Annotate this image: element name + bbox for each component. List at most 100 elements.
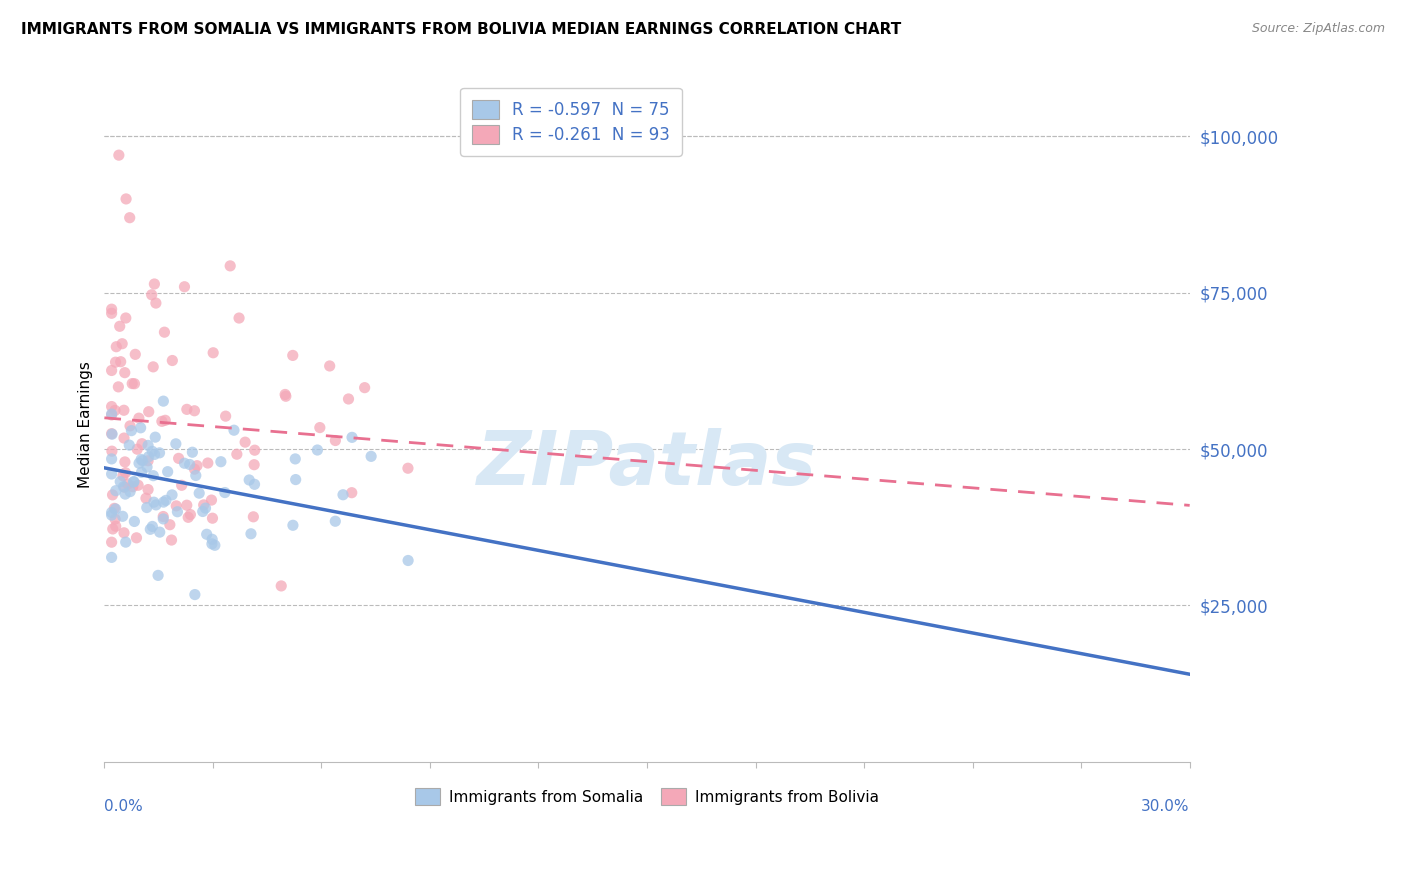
Point <box>103 501 125 516</box>
Point <box>188 486 211 500</box>
Point <box>129 452 152 467</box>
Point <box>183 462 205 476</box>
Point <box>122 475 145 489</box>
Point <box>114 487 136 501</box>
Point <box>166 505 188 519</box>
Point <box>159 517 181 532</box>
Point <box>112 525 135 540</box>
Point <box>284 451 307 466</box>
Point <box>124 376 146 391</box>
Point <box>139 522 162 536</box>
Point <box>100 451 122 466</box>
Point <box>111 509 134 524</box>
Point <box>131 466 153 480</box>
Point <box>184 468 207 483</box>
Point <box>125 531 148 545</box>
Point <box>160 533 183 547</box>
Point <box>118 438 141 452</box>
Point <box>108 148 131 162</box>
Point <box>152 509 174 524</box>
Point <box>243 477 266 491</box>
Point <box>120 424 142 438</box>
Point <box>176 498 198 512</box>
Point <box>204 538 226 552</box>
Point <box>360 450 382 464</box>
Point <box>104 519 127 533</box>
Point <box>325 434 347 448</box>
Point <box>108 319 131 334</box>
Point <box>239 526 262 541</box>
Point <box>153 325 176 339</box>
Point <box>143 277 166 291</box>
Point <box>124 515 146 529</box>
Point <box>228 311 250 326</box>
Point <box>340 430 363 444</box>
Point <box>114 466 136 480</box>
Point <box>104 483 127 498</box>
Point <box>242 509 264 524</box>
Y-axis label: Median Earnings: Median Earnings <box>79 360 93 488</box>
Point <box>110 355 132 369</box>
Point <box>186 458 208 473</box>
Point <box>155 413 177 427</box>
Point <box>181 445 204 459</box>
Point <box>100 506 122 520</box>
Point <box>136 438 159 452</box>
Point <box>143 430 166 444</box>
Point <box>100 426 122 441</box>
Point <box>100 408 122 422</box>
Point <box>142 495 165 509</box>
Point <box>142 359 165 374</box>
Point <box>129 421 152 435</box>
Point <box>110 475 132 489</box>
Point <box>122 475 145 489</box>
Point <box>141 519 163 533</box>
Point <box>173 456 195 470</box>
Point <box>160 488 183 502</box>
Point <box>177 510 200 524</box>
Point <box>143 447 166 461</box>
Point <box>318 359 340 373</box>
Point <box>308 420 330 434</box>
Point <box>243 443 266 458</box>
Point <box>104 355 127 369</box>
Point <box>281 348 304 362</box>
Point <box>201 511 224 525</box>
Point <box>219 259 242 273</box>
Point <box>136 460 159 475</box>
Point <box>114 366 136 380</box>
Point <box>112 403 135 417</box>
Point <box>127 442 149 457</box>
Point <box>100 302 122 317</box>
Point <box>115 192 138 206</box>
Point <box>100 508 122 522</box>
Point <box>136 454 159 468</box>
Point <box>152 495 174 509</box>
Point <box>162 353 184 368</box>
Point <box>120 484 142 499</box>
Point <box>100 306 122 320</box>
Text: Source: ZipAtlas.com: Source: ZipAtlas.com <box>1251 22 1385 36</box>
Point <box>173 279 195 293</box>
Point <box>214 485 236 500</box>
Point <box>165 437 187 451</box>
Point <box>184 588 207 602</box>
Point <box>145 296 167 310</box>
Point <box>100 363 122 377</box>
Point <box>176 402 198 417</box>
Point <box>323 514 346 528</box>
Point <box>340 485 363 500</box>
Text: IMMIGRANTS FROM SOMALIA VS IMMIGRANTS FROM BOLIVIA MEDIAN EARNINGS CORRELATION C: IMMIGRANTS FROM SOMALIA VS IMMIGRANTS FR… <box>21 22 901 37</box>
Point <box>131 454 153 468</box>
Point <box>114 455 136 469</box>
Point <box>307 443 329 458</box>
Point <box>284 473 307 487</box>
Point <box>121 376 143 391</box>
Point <box>107 380 129 394</box>
Point <box>202 345 225 359</box>
Point <box>141 444 163 458</box>
Point <box>170 478 193 492</box>
Point <box>117 476 139 491</box>
Point <box>100 467 122 481</box>
Point <box>142 468 165 483</box>
